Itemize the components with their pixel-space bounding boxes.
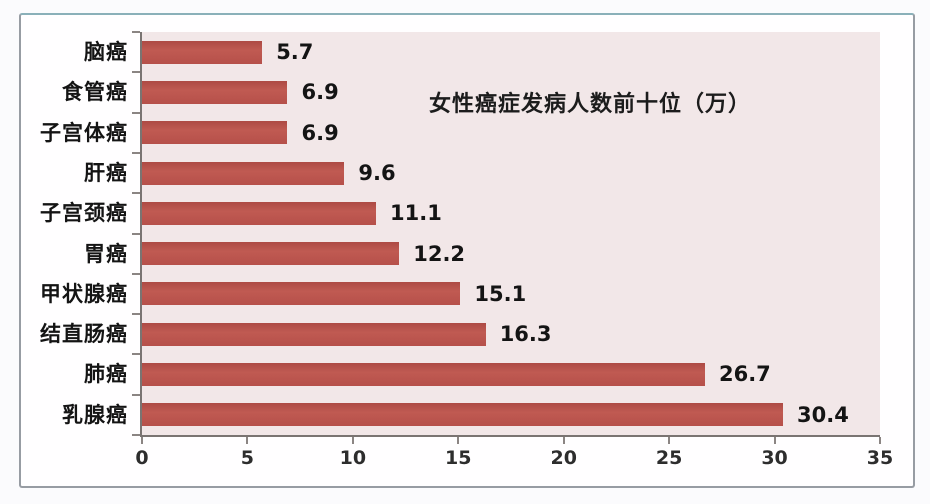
y-axis-tick bbox=[132, 313, 140, 316]
category-label: 甲状腺癌 bbox=[40, 281, 128, 306]
bar-value-label: 9.6 bbox=[358, 160, 396, 185]
x-axis-tick bbox=[351, 437, 354, 444]
y-axis-tick bbox=[132, 111, 140, 114]
y-axis-tick bbox=[132, 192, 140, 195]
category-label: 乳腺癌 bbox=[62, 402, 128, 427]
bar bbox=[142, 121, 288, 145]
x-tick-label: 10 bbox=[339, 447, 367, 469]
bar-value-label: 11.1 bbox=[390, 201, 442, 226]
y-axis-tick bbox=[132, 353, 140, 356]
bar-value-label: 16.3 bbox=[499, 322, 552, 347]
bar-value-label: 26.7 bbox=[718, 362, 771, 387]
x-axis-tick bbox=[246, 437, 249, 444]
category-axis: 脑癌食管癌子宫体癌肝癌子宫颈癌胃癌甲状腺癌结直肠癌肺癌乳腺癌 bbox=[21, 32, 128, 435]
x-tick-label: 20 bbox=[550, 447, 577, 469]
y-axis-tick bbox=[132, 393, 140, 396]
x-axis-tick bbox=[562, 437, 565, 444]
bar-value-label: 15.1 bbox=[474, 281, 527, 306]
x-tick-label: 15 bbox=[445, 447, 472, 469]
category-label: 脑癌 bbox=[84, 40, 128, 64]
bar bbox=[142, 80, 288, 104]
y-axis-tick bbox=[132, 434, 140, 436]
category-label: 胃癌 bbox=[84, 241, 128, 266]
bar bbox=[142, 242, 400, 266]
category-label: 食管癌 bbox=[62, 80, 128, 105]
x-axis-tick bbox=[457, 437, 460, 444]
x-axis-tick bbox=[668, 437, 671, 444]
bar bbox=[142, 161, 345, 185]
plot-area: 女性癌症发病人数前十位（万） 5.7 6.9 6.9 9.6 11.1 12.2 15.1 1… bbox=[132, 31, 881, 444]
category-label: 子宫颈癌 bbox=[40, 201, 128, 226]
category-label: 子宫体癌 bbox=[40, 120, 128, 145]
bar-value-label: 6.9 bbox=[301, 120, 339, 145]
chart-title: 女性癌症发病人数前十位（万） bbox=[429, 92, 752, 117]
x-tick-label: 35 bbox=[866, 447, 894, 469]
x-tick-label: 30 bbox=[761, 447, 788, 469]
x-axis-tick bbox=[141, 437, 143, 444]
y-axis-tick bbox=[132, 232, 140, 235]
y-axis-tick bbox=[132, 71, 140, 74]
chart-panel: 脑癌食管癌子宫体癌肝癌子宫颈癌胃癌甲状腺癌结直肠癌肺癌乳腺癌 女性癌症发病人数前… bbox=[19, 13, 915, 488]
category-label: 结直肠癌 bbox=[40, 322, 128, 347]
bar-value-label: 6.9 bbox=[301, 80, 339, 105]
bar-value-label: 12.2 bbox=[413, 241, 466, 266]
bar bbox=[142, 403, 783, 427]
category-label: 肝癌 bbox=[84, 160, 128, 185]
x-axis-tick bbox=[879, 437, 881, 444]
x-axis-tick bbox=[773, 437, 776, 444]
category-label: 肺癌 bbox=[84, 362, 128, 387]
bar bbox=[142, 40, 263, 64]
x-tick-label: 5 bbox=[240, 447, 255, 469]
x-axis: 0 5 10 15 20 25 30 35 bbox=[135, 447, 893, 477]
bar bbox=[142, 201, 377, 225]
x-tick-label: 0 bbox=[135, 447, 149, 469]
x-tick-label: 25 bbox=[655, 447, 683, 469]
bar bbox=[142, 363, 705, 387]
bar bbox=[142, 322, 486, 346]
bar-value-label: 30.4 bbox=[797, 402, 849, 427]
bar bbox=[142, 282, 461, 306]
y-axis-tick bbox=[132, 31, 140, 33]
y-axis-tick bbox=[132, 272, 140, 275]
y-axis-tick bbox=[132, 151, 140, 154]
bar-value-label: 5.7 bbox=[276, 40, 314, 64]
